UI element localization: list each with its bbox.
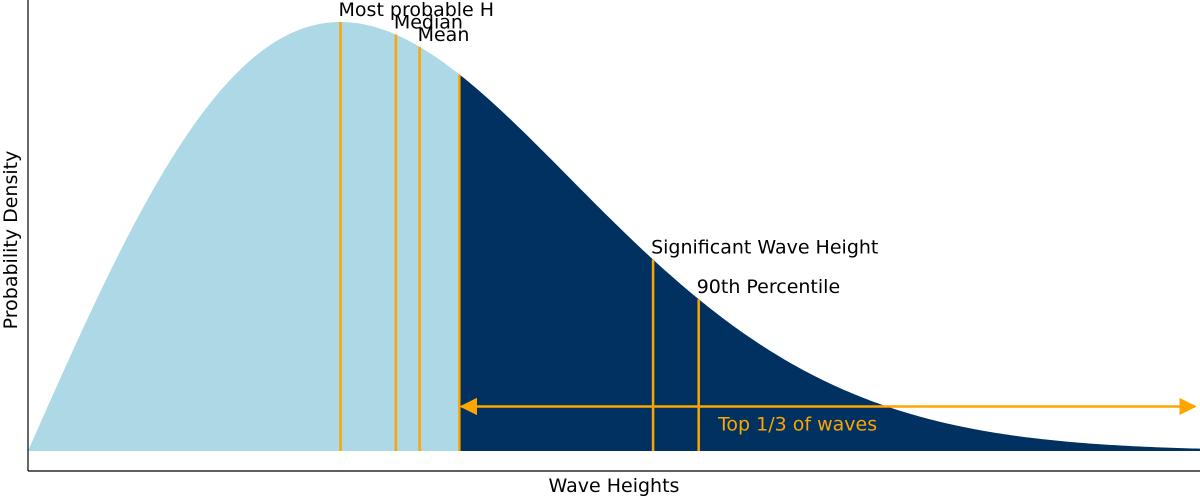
area-region-1 [28,22,460,451]
marker-label-3: Mean [418,24,470,46]
marker-label-2: Median [394,12,463,34]
area-region-2 [459,74,1200,451]
marker-label-6: 90th Percentile [697,276,840,298]
marker-label-5: Significant Wave Height [651,237,878,259]
top-third-label: Top 1/3 of waves [717,413,877,435]
y-axis-label: Probability Density [0,151,22,330]
x-axis-label: Wave Heights [549,475,680,497]
marker-label-1: Most probable H [339,0,495,21]
